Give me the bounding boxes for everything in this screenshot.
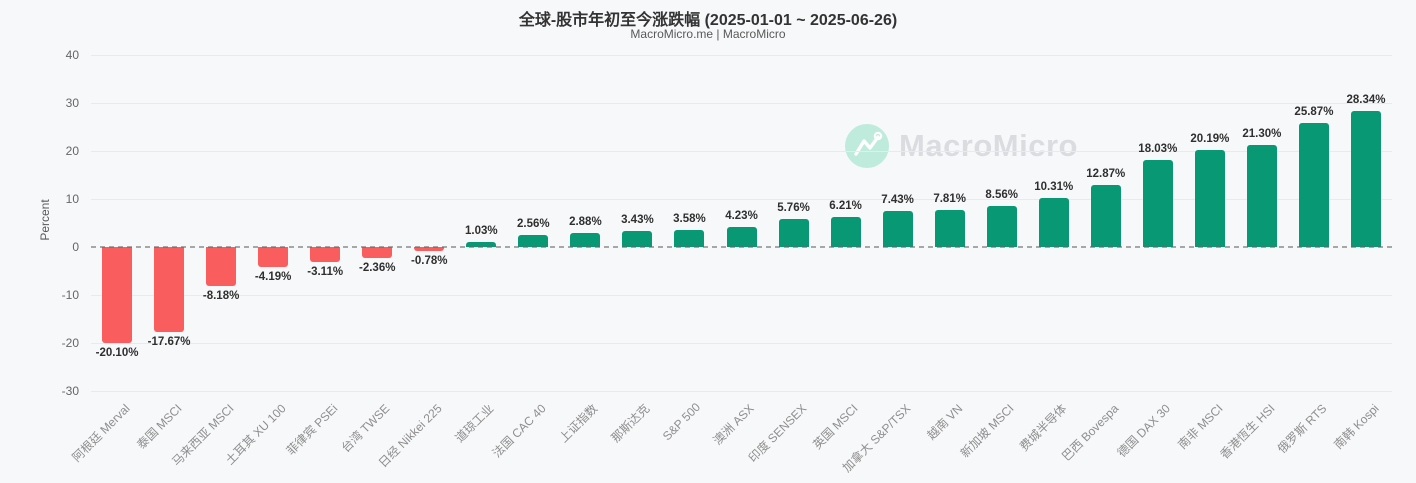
value-label-22: 21.30%	[1242, 127, 1282, 140]
gridline-y-20	[91, 343, 1392, 344]
bar-23[interactable]	[1298, 122, 1329, 247]
bar-15[interactable]	[882, 211, 913, 247]
value-label-23: 25.87%	[1294, 105, 1334, 118]
bar-8[interactable]	[518, 234, 549, 247]
value-label-12: 4.23%	[725, 209, 758, 222]
bar-22[interactable]	[1246, 144, 1277, 247]
zero-baseline-dashed	[91, 246, 1392, 248]
value-label-24: 28.34%	[1346, 93, 1386, 106]
macromicro-logo-icon	[845, 124, 889, 168]
watermark-brand-text: MacroMicro	[899, 128, 1078, 163]
value-label-20: 18.03%	[1138, 143, 1178, 156]
bar-16[interactable]	[934, 209, 965, 247]
gridline-y30	[91, 103, 1392, 104]
bar-17[interactable]	[986, 205, 1017, 247]
bar-3[interactable]	[258, 247, 289, 268]
value-label-11: 3.58%	[673, 212, 706, 225]
bar-7[interactable]	[466, 242, 497, 247]
bar-24[interactable]	[1350, 110, 1381, 247]
watermark: MacroMicro	[845, 124, 1078, 168]
y-tick-label-40: 40	[65, 48, 79, 62]
bar-4[interactable]	[310, 247, 341, 262]
bar-0[interactable]	[102, 247, 133, 344]
value-label-6: -0.78%	[411, 254, 448, 267]
bar-13[interactable]	[778, 219, 809, 247]
bar-20[interactable]	[1142, 160, 1173, 247]
bar-9[interactable]	[570, 233, 601, 247]
value-label-10: 3.43%	[621, 213, 654, 226]
value-label-14: 6.21%	[829, 200, 862, 213]
value-label-2: -8.18%	[202, 290, 240, 303]
plot-area: MacroMicro -20.10% 阿根廷 Merval -17.67% 泰国 MS…	[69, 55, 1392, 475]
value-label-0: -20.10%	[95, 347, 139, 360]
bar-21[interactable]	[1194, 150, 1225, 247]
value-label-19: 12.87%	[1086, 168, 1126, 181]
value-label-3: -4.19%	[254, 271, 292, 284]
gridline-y20	[91, 151, 1392, 152]
value-label-13: 5.76%	[777, 202, 810, 215]
y-tick-label--20: -20	[61, 336, 79, 350]
value-label-1: -17.67%	[147, 335, 191, 348]
value-label-4: -3.11%	[307, 265, 344, 278]
value-label-15: 7.43%	[881, 194, 914, 207]
y-tick-label--10: -10	[61, 288, 79, 302]
value-label-9: 2.88%	[569, 216, 602, 229]
gridline-y-10	[91, 295, 1392, 296]
value-label-16: 7.81%	[933, 192, 966, 205]
value-label-18: 10.31%	[1034, 180, 1074, 193]
value-label-7: 1.03%	[464, 225, 498, 238]
chart-title: 全球-股市年初至今涨跌幅 (2025-01-01 ~ 2025-06-26)	[518, 12, 898, 29]
bar-1[interactable]	[154, 247, 185, 332]
bar-18[interactable]	[1038, 197, 1069, 247]
bar-10[interactable]	[622, 230, 653, 247]
value-label-21: 20.19%	[1190, 133, 1230, 146]
gridline-y40	[91, 55, 1392, 56]
bar-19[interactable]	[1090, 185, 1121, 247]
bar-6[interactable]	[414, 247, 445, 251]
y-tick-label-10: 10	[65, 192, 79, 206]
value-label-5: -2.36%	[359, 262, 396, 275]
bar-12[interactable]	[726, 226, 757, 247]
value-label-17: 8.56%	[985, 188, 1018, 201]
y-tick-label-20: 20	[65, 144, 79, 158]
y-axis-tick-area: 40 30 20 10 0 -10 -20 -30	[0, 48, 91, 398]
gridline-y10	[91, 199, 1392, 200]
bar-14[interactable]	[830, 217, 861, 247]
bar-11[interactable]	[674, 229, 705, 247]
bar-2[interactable]	[206, 247, 237, 287]
gridline-y-30	[91, 391, 1392, 392]
chart-subtitle[interactable]: MacroMicro.me | MacroMicro	[630, 27, 786, 41]
y-tick-label-0: 0	[72, 240, 79, 254]
value-label-8: 2.56%	[517, 217, 550, 230]
bar-5[interactable]	[362, 247, 393, 259]
y-tick-label-30: 30	[65, 96, 79, 110]
y-tick-label--30: -30	[61, 384, 79, 398]
